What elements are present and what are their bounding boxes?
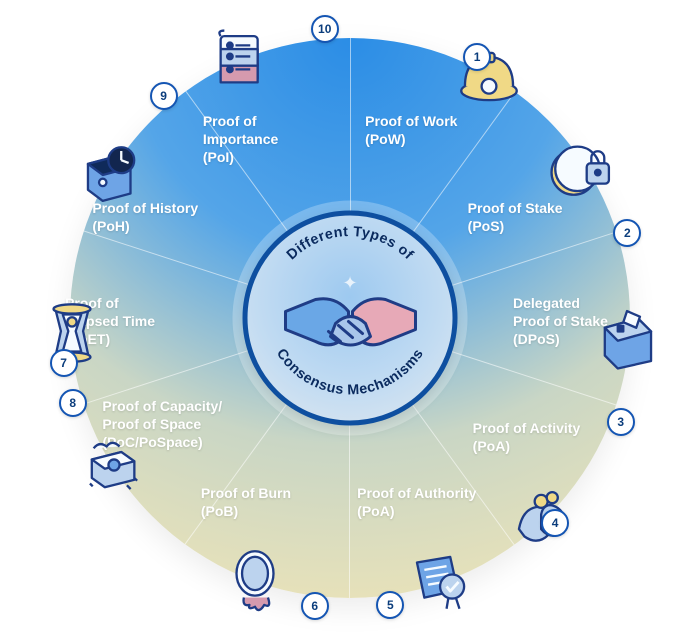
cert-icon bbox=[404, 544, 478, 618]
slice-label-6: Proof of Burn(PoB) bbox=[201, 484, 341, 520]
number-badge-4: 4 bbox=[541, 509, 569, 537]
number-badge-8: 8 bbox=[59, 389, 87, 417]
number-badge-6: 6 bbox=[301, 592, 329, 620]
slice-label-2: Proof of Stake(PoS) bbox=[468, 199, 608, 235]
burn-icon bbox=[218, 542, 292, 616]
center-disc: Different Types of Consensus Mechanisms … bbox=[243, 211, 458, 426]
checklist-icon bbox=[204, 25, 278, 99]
slice-label-10: Proof ofImportance(PoI) bbox=[203, 112, 343, 167]
slice-label-4: Proof of Activity(PoA) bbox=[473, 419, 613, 455]
number-badge-9: 9 bbox=[150, 82, 178, 110]
number-badge-5: 5 bbox=[376, 591, 404, 619]
number-badge-1: 1 bbox=[463, 43, 491, 71]
number-badge-2: 2 bbox=[613, 219, 641, 247]
svg-text:Different Types of: Different Types of bbox=[284, 224, 417, 263]
slice-label-1: Proof of Work(PoW) bbox=[365, 112, 505, 148]
clockbox-icon bbox=[75, 138, 149, 212]
handshake-icon bbox=[280, 281, 420, 371]
number-badge-10: 10 bbox=[311, 15, 339, 43]
number-badge-7: 7 bbox=[50, 349, 78, 377]
center-title-top: Different Types of bbox=[284, 224, 417, 263]
number-badge-3: 3 bbox=[607, 408, 635, 436]
ballot-icon bbox=[590, 300, 664, 374]
stage: Proof of Work(PoW)Proof of Stake(PoS)Del… bbox=[0, 0, 700, 636]
slice-label-5: Proof of Authority(PoA) bbox=[357, 484, 497, 520]
storage-icon bbox=[77, 428, 151, 502]
coinlock-icon bbox=[546, 130, 620, 204]
